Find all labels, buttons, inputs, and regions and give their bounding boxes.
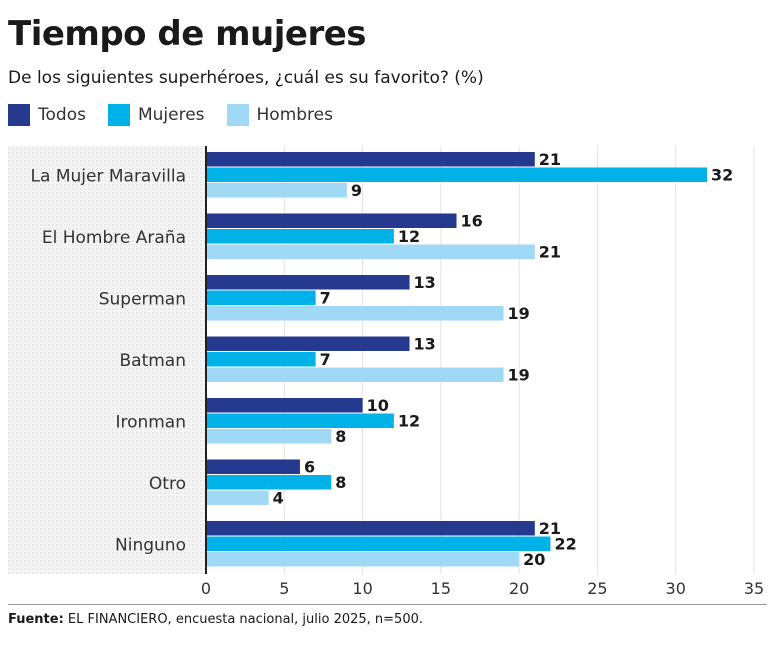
legend: Todos Mujeres Hombres <box>8 104 355 126</box>
legend-swatch-todos <box>8 104 30 126</box>
bar-value-label: 22 <box>554 535 576 554</box>
bar-value-label: 9 <box>351 181 362 200</box>
legend-label-hombres: Hombres <box>256 105 333 125</box>
bar <box>206 229 394 244</box>
bar-value-label: 21 <box>539 519 561 538</box>
bar <box>206 275 410 290</box>
legend-swatch-hombres <box>226 104 249 126</box>
bar <box>206 459 300 474</box>
bar-value-label: 4 <box>273 489 284 508</box>
bar <box>206 352 316 367</box>
bar <box>206 475 332 490</box>
legend-label-todos: Todos <box>38 105 86 125</box>
bar <box>206 244 535 259</box>
bar-value-label: 7 <box>320 289 331 308</box>
x-tick-label: 30 <box>666 579 686 598</box>
x-tick-label: 0 <box>201 579 211 598</box>
bar-value-label: 8 <box>335 427 346 446</box>
bar-value-label: 13 <box>414 273 436 292</box>
bar-value-label: 19 <box>507 304 529 323</box>
bar <box>206 152 535 167</box>
category-label: El Hombre Araña <box>42 228 186 248</box>
bar <box>206 398 363 413</box>
bar-value-label: 7 <box>320 350 331 369</box>
bar-value-label: 20 <box>523 550 545 569</box>
category-label: Batman <box>120 351 187 371</box>
bar <box>206 336 410 351</box>
legend-item-hombres: Hombres <box>226 104 333 126</box>
category-label: Superman <box>99 289 186 309</box>
category-label: Ironman <box>115 412 186 432</box>
bar <box>206 521 535 536</box>
x-tick-label: 20 <box>509 579 529 598</box>
bar <box>206 290 316 305</box>
bar <box>206 552 520 567</box>
bar-value-label: 21 <box>539 150 561 169</box>
x-tick-label: 15 <box>431 579 451 598</box>
bar-chart: 21 32 9 La Mujer Maravilla 16 12 21 El Hombre A… <box>8 146 764 598</box>
bar-value-label: 6 <box>304 458 315 477</box>
bar <box>206 167 708 182</box>
bar <box>206 367 504 382</box>
bar <box>206 490 269 505</box>
category-panel <box>8 146 206 574</box>
bar-value-label: 8 <box>335 473 346 492</box>
chart-subtitle: De los siguientes superhéroes, ¿cuál es … <box>8 68 484 88</box>
x-tick-label: 35 <box>744 579 764 598</box>
source-text: EL FINANCIERO, encuesta nacional, julio … <box>63 612 424 627</box>
bar-value-label: 13 <box>414 335 436 354</box>
bar <box>206 183 347 198</box>
legend-item-mujeres: Mujeres <box>107 104 205 126</box>
bar <box>206 213 457 228</box>
legend-label-mujeres: Mujeres <box>137 105 205 125</box>
bar-value-label: 10 <box>367 396 389 415</box>
bar <box>206 413 394 428</box>
bar <box>206 429 332 444</box>
x-tick-label: 5 <box>279 579 289 598</box>
source-note: Fuente: EL FINANCIERO, encuesta nacional… <box>8 612 423 627</box>
category-label: Ninguno <box>115 535 186 555</box>
category-label: Otro <box>149 474 186 494</box>
bar-value-label: 12 <box>398 412 420 431</box>
footer-rule <box>8 604 767 605</box>
bar <box>206 536 551 551</box>
bar-value-label: 21 <box>539 243 561 262</box>
category-label: La Mujer Maravilla <box>31 166 186 186</box>
legend-item-todos: Todos <box>8 104 86 126</box>
legend-swatch-mujeres <box>107 104 130 126</box>
bar-value-label: 12 <box>398 227 420 246</box>
bar <box>206 306 504 321</box>
x-tick-label: 25 <box>587 579 607 598</box>
bar-value-label: 32 <box>711 166 733 185</box>
source-label: Fuente: <box>8 612 64 627</box>
x-tick-label: 10 <box>352 579 372 598</box>
chart-title: Tiempo de mujeres <box>8 14 367 54</box>
bar-value-label: 19 <box>507 366 529 385</box>
bar-value-label: 16 <box>461 212 483 231</box>
